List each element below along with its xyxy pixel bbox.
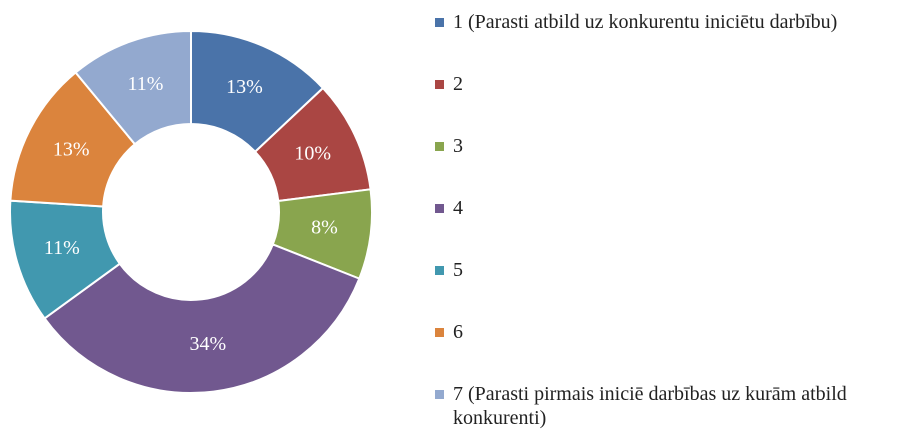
- data-label: 11%: [44, 237, 80, 259]
- legend-item: 2: [435, 72, 905, 96]
- data-label: 10%: [294, 142, 331, 164]
- legend-swatch: [435, 142, 444, 151]
- data-label: 13%: [226, 76, 263, 98]
- legend-swatch: [435, 18, 444, 27]
- legend-item: 7 (Parasti pirmais iniciē darbības uz ku…: [435, 382, 905, 430]
- data-label: 8%: [311, 216, 338, 238]
- data-label: 13%: [53, 139, 90, 161]
- legend-swatch: [435, 328, 444, 337]
- legend-label: 3: [453, 135, 463, 157]
- data-label: 11%: [127, 73, 163, 95]
- legend-swatch: [435, 80, 444, 89]
- legend-label: 4: [453, 197, 463, 219]
- legend-label: 1 (Parasti atbild uz konkurentu iniciētu…: [453, 11, 838, 33]
- chart: 13% 10% 8% 34% 11% 13% 11%: [9, 29, 373, 394]
- legend-item: 6: [435, 320, 905, 344]
- legend-item: 4: [435, 196, 905, 220]
- legend-swatch: [435, 390, 444, 399]
- legend-swatch: [435, 204, 444, 213]
- legend-item: 5: [435, 258, 905, 282]
- legend-label: 6: [453, 321, 463, 343]
- legend-label: 5: [453, 259, 463, 281]
- donut-segment: [43, 243, 361, 394]
- donut-segment: [74, 29, 192, 146]
- legend-item: 1 (Parasti atbild uz konkurentu iniciētu…: [435, 10, 905, 34]
- legend-swatch: [435, 266, 444, 275]
- legend-label: 2: [453, 73, 463, 95]
- data-label: 34%: [190, 333, 227, 355]
- legend-item: 3: [435, 134, 905, 158]
- legend-label: 7 (Parasti pirmais iniciē darbības uz ku…: [453, 383, 847, 429]
